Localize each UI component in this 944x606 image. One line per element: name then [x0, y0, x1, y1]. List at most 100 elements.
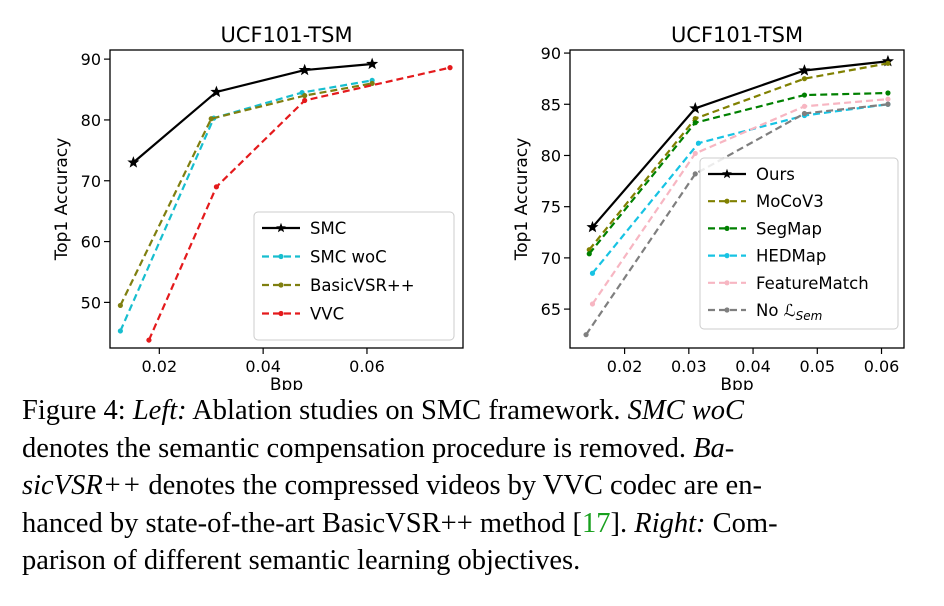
caption-left-label: Left:: [132, 395, 187, 426]
y-tick-label: 90: [541, 44, 561, 63]
legend-entry: BasicVSR++: [262, 276, 415, 295]
legend-swatch-dot: [278, 253, 284, 260]
y-tick-label: 60: [81, 233, 101, 252]
data-point: [885, 90, 891, 96]
legend-entry: SMC woC: [262, 248, 387, 267]
x-tick-label: 0.05: [799, 357, 835, 376]
x-tick-label: 0.04: [245, 357, 281, 376]
series-line: [591, 98, 889, 305]
data-point: [302, 93, 308, 99]
legend-entry: No ℒSem: [708, 301, 822, 323]
y-axis-label: Top1 Accuracy: [512, 138, 532, 262]
y-tick-label: 70: [541, 249, 561, 268]
series-vvc: [146, 65, 453, 343]
data-point: [692, 120, 698, 126]
y-tick-label: 50: [81, 293, 101, 312]
legend-swatch-dot: [724, 307, 730, 313]
legend-label: VVC: [310, 305, 344, 324]
series-line: [119, 82, 373, 306]
series-no-sem: [583, 101, 891, 338]
caption-text-4c: Com-: [705, 507, 778, 539]
caption-text-4b: ].: [610, 507, 635, 539]
legend-entry: FeatureMatch: [708, 274, 869, 293]
x-tick-label: 0.06: [864, 357, 900, 376]
legend-box: [699, 157, 899, 330]
figure: UCF101-TSM 50 60 70 80 90 0.02 0.04 0.06 Bpp Top1 …: [52, 23, 905, 390]
data-point: [801, 103, 808, 109]
data-point-star: [298, 63, 311, 76]
chart-title: UCF101-TSM: [220, 23, 352, 47]
plot-frame: [569, 49, 905, 349]
legend-label: FeatureMatch: [756, 274, 869, 293]
x-tick-label: 0.04: [735, 357, 771, 376]
series-line: [588, 91, 888, 255]
legend: SMC SMC woC BasicVSR++ VVC: [253, 211, 455, 341]
y-axis-label: Top1 Accuracy: [52, 138, 72, 262]
data-point: [801, 92, 808, 98]
legend-label: SMC: [310, 219, 346, 238]
data-point-star: [586, 220, 599, 233]
legend-swatch-dot: [724, 225, 730, 231]
y-tick-label: 90: [81, 50, 101, 69]
y-tick-label: 70: [81, 172, 101, 191]
data-point: [583, 332, 589, 338]
legend-label: SegMap: [756, 219, 822, 238]
caption-basicvsr-part1: Ba-: [693, 432, 735, 464]
y-tick-label: 85: [541, 95, 561, 114]
data-point: [208, 116, 214, 122]
x-tick-label: 0.02: [142, 357, 178, 376]
y-tick-label: 65: [541, 300, 561, 319]
data-point: [695, 140, 702, 146]
data-point: [885, 101, 891, 107]
legend-label: HEDMap: [756, 247, 826, 266]
x-axis-label: Bpp: [270, 375, 303, 390]
data-point: [447, 65, 453, 71]
chart-panel-left: UCF101-TSM 50 60 70 80 90 0.02 0.04 0.06 Bpp Top1 …: [52, 23, 464, 390]
series-line: [588, 62, 889, 251]
series-line: [591, 60, 889, 228]
data-point: [586, 251, 592, 257]
caption-right-label: Right:: [634, 507, 706, 539]
caption-text-4: hanced by state-of-the-art BasicVSR++ me…: [22, 507, 583, 539]
data-point: [692, 171, 698, 177]
data-point-star: [210, 85, 223, 98]
x-axis-label: Bpp: [720, 375, 753, 390]
legend-swatch-dot: [724, 280, 730, 286]
data-point: [692, 116, 698, 122]
series-line: [119, 79, 373, 332]
caption-text-5: parison of different semantic learning o…: [22, 545, 581, 576]
caption-line-5: parison of different semantic learning o…: [22, 542, 922, 580]
series-smc: [127, 57, 379, 168]
data-point: [589, 301, 596, 307]
legend-swatch-dot: [278, 310, 284, 317]
series-ours: [586, 54, 894, 233]
caption-text-2: denotes the semantic compensation proced…: [22, 432, 694, 464]
legend-swatch-dot: [724, 198, 730, 204]
figure-caption: Figure 4: Left: Ablation studies on SMC …: [22, 392, 922, 580]
y-tick-label: 80: [81, 111, 101, 130]
legend-label: SMC woC: [310, 248, 387, 267]
data-point: [801, 76, 808, 82]
legend-entry: Ours: [708, 165, 795, 184]
legend-entry: MoCoV3: [708, 192, 824, 211]
data-point: [885, 60, 891, 66]
legend-swatch-star: [722, 168, 732, 179]
caption-text-3: denotes the compressed videos by VVC cod…: [141, 470, 762, 501]
caption-line-1: Figure 4: Left: Ablation studies on SMC …: [22, 392, 922, 430]
data-point: [146, 337, 152, 343]
legend-label: No ℒSem: [756, 301, 822, 323]
caption-smc-woc: SMC woC: [627, 395, 744, 426]
caption-citation-link[interactable]: 17: [582, 507, 611, 539]
legend-entry: VVC: [262, 305, 344, 324]
series-segmap: [586, 90, 891, 257]
chart-title: UCF101-TSM: [671, 23, 803, 47]
data-point-star: [366, 57, 379, 70]
legend-entry: SMC: [262, 219, 346, 238]
x-tick-label: 0.02: [607, 357, 643, 376]
series-line: [132, 62, 373, 164]
data-point: [589, 270, 596, 276]
figure-svg: UCF101-TSM 50 60 70 80 90 0.02 0.04 0.06 Bpp Top1 …: [52, 23, 905, 390]
caption-line-3: sicVSR++ denotes the compressed videos b…: [22, 467, 922, 505]
caption-line-2: denotes the semantic compensation proced…: [22, 430, 922, 468]
data-point: [801, 110, 808, 117]
